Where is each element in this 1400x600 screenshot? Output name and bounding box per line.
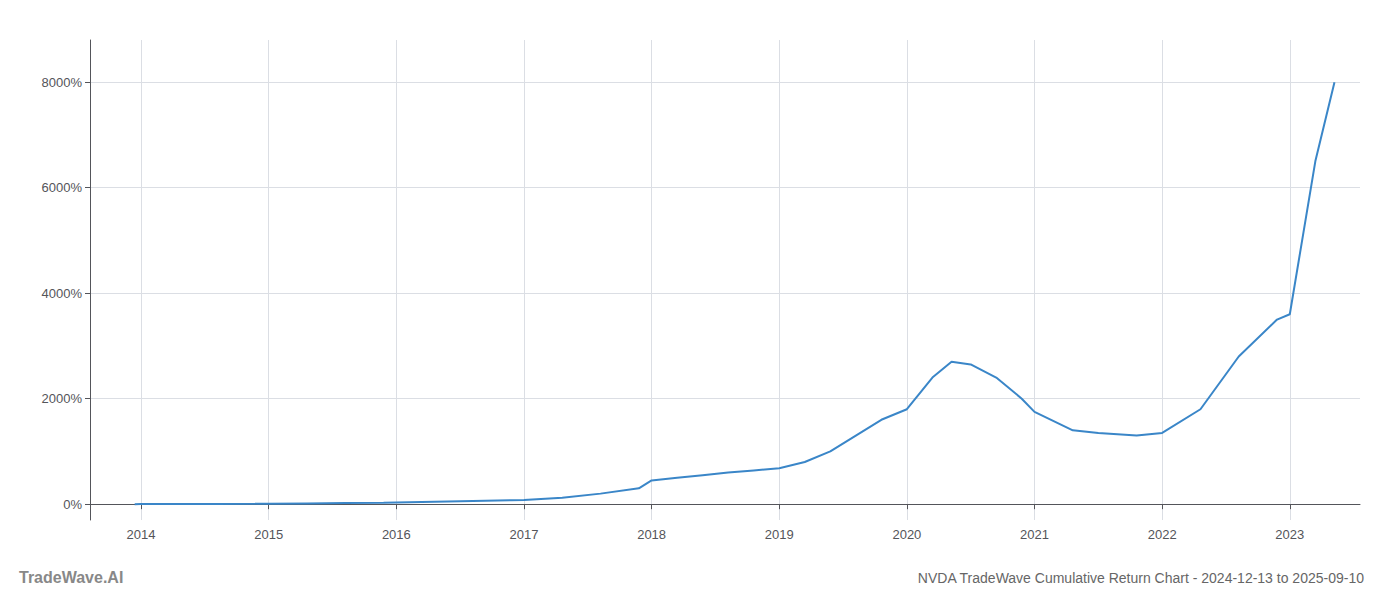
svg-text:2016: 2016 — [382, 527, 411, 542]
svg-text:TradeWave.AI: TradeWave.AI — [19, 569, 123, 586]
svg-text:4000%: 4000% — [42, 286, 83, 301]
svg-text:2014: 2014 — [127, 527, 156, 542]
svg-text:2000%: 2000% — [42, 391, 83, 406]
svg-text:2019: 2019 — [765, 527, 794, 542]
svg-text:2015: 2015 — [254, 527, 283, 542]
svg-text:8000%: 8000% — [42, 75, 83, 90]
svg-text:2023: 2023 — [1275, 527, 1304, 542]
svg-text:2021: 2021 — [1020, 527, 1049, 542]
svg-text:0%: 0% — [63, 497, 82, 512]
svg-text:NVDA TradeWave Cumulative Retu: NVDA TradeWave Cumulative Return Chart -… — [918, 570, 1364, 586]
svg-text:2018: 2018 — [637, 527, 666, 542]
svg-text:6000%: 6000% — [42, 180, 83, 195]
svg-text:2022: 2022 — [1148, 527, 1177, 542]
svg-text:2017: 2017 — [510, 527, 539, 542]
svg-text:2020: 2020 — [892, 527, 921, 542]
